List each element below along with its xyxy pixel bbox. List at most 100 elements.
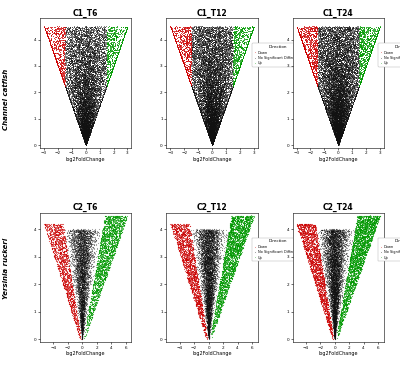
Point [63,47,69,53]
Point [352,43,358,49]
Point [187,231,194,237]
Point [82,107,89,113]
Point [335,111,342,117]
Point [227,229,234,235]
Point [362,247,368,253]
Point [102,78,109,84]
Point [82,136,89,142]
Point [78,65,85,71]
Point [340,71,347,77]
Point [375,24,381,30]
Point [191,246,198,252]
Point [332,237,338,243]
Point [200,274,206,280]
Point [214,232,220,238]
Point [221,84,227,90]
Point [87,227,93,233]
Point [314,235,321,241]
Point [84,281,90,287]
Point [212,315,218,321]
Point [174,228,181,234]
Point [207,110,213,116]
Point [81,119,87,125]
Point [209,109,215,115]
Point [316,261,322,267]
Point [98,40,104,46]
Point [209,261,215,266]
Point [88,49,95,55]
Point [208,138,215,144]
Point [348,25,355,31]
Point [333,112,340,118]
Point [324,56,330,62]
Point [96,266,102,272]
Point [209,237,215,243]
Point [188,77,195,82]
Point [210,136,216,142]
Point [234,259,241,265]
Point [92,284,98,290]
Point [330,54,336,60]
Point [334,105,341,111]
Point [338,103,345,109]
Point [332,134,339,140]
Point [348,281,354,287]
Point [80,118,87,124]
Point [209,287,216,293]
Point [302,39,309,45]
Point [329,81,336,87]
Point [242,236,248,242]
Point [115,237,122,243]
Point [64,46,71,52]
Point [202,238,208,244]
Point [86,104,92,110]
Point [76,281,83,287]
Point [194,48,200,54]
Point [109,255,115,261]
Point [325,260,332,266]
Point [96,89,103,95]
Point [206,106,212,112]
Point [186,238,193,244]
Point [180,238,186,244]
Point [80,228,87,234]
Point [327,234,333,240]
Point [205,321,211,327]
Point [368,49,374,54]
Point [94,228,100,234]
Point [325,35,331,41]
Point [74,97,81,103]
Point [316,43,323,49]
Point [82,308,88,314]
Point [345,70,352,76]
Point [89,107,95,113]
Point [87,96,93,102]
Point [203,61,210,67]
Point [359,246,365,252]
Point [340,234,346,240]
Point [319,266,326,272]
Point [329,116,335,122]
Point [327,77,333,82]
Point [207,116,213,121]
Point [205,254,212,260]
Point [214,284,220,290]
Point [204,72,210,78]
Point [94,231,100,237]
Point [184,253,191,259]
Point [74,117,80,123]
Point [319,36,326,42]
Point [352,231,359,237]
Point [90,40,97,46]
Point [77,311,84,316]
Point [116,226,122,232]
Point [214,255,220,261]
Point [213,113,219,118]
Point [202,261,209,267]
Point [364,224,370,230]
Point [88,113,95,119]
Point [114,224,120,230]
Point [86,124,92,130]
Point [222,267,228,273]
Point [216,292,222,298]
